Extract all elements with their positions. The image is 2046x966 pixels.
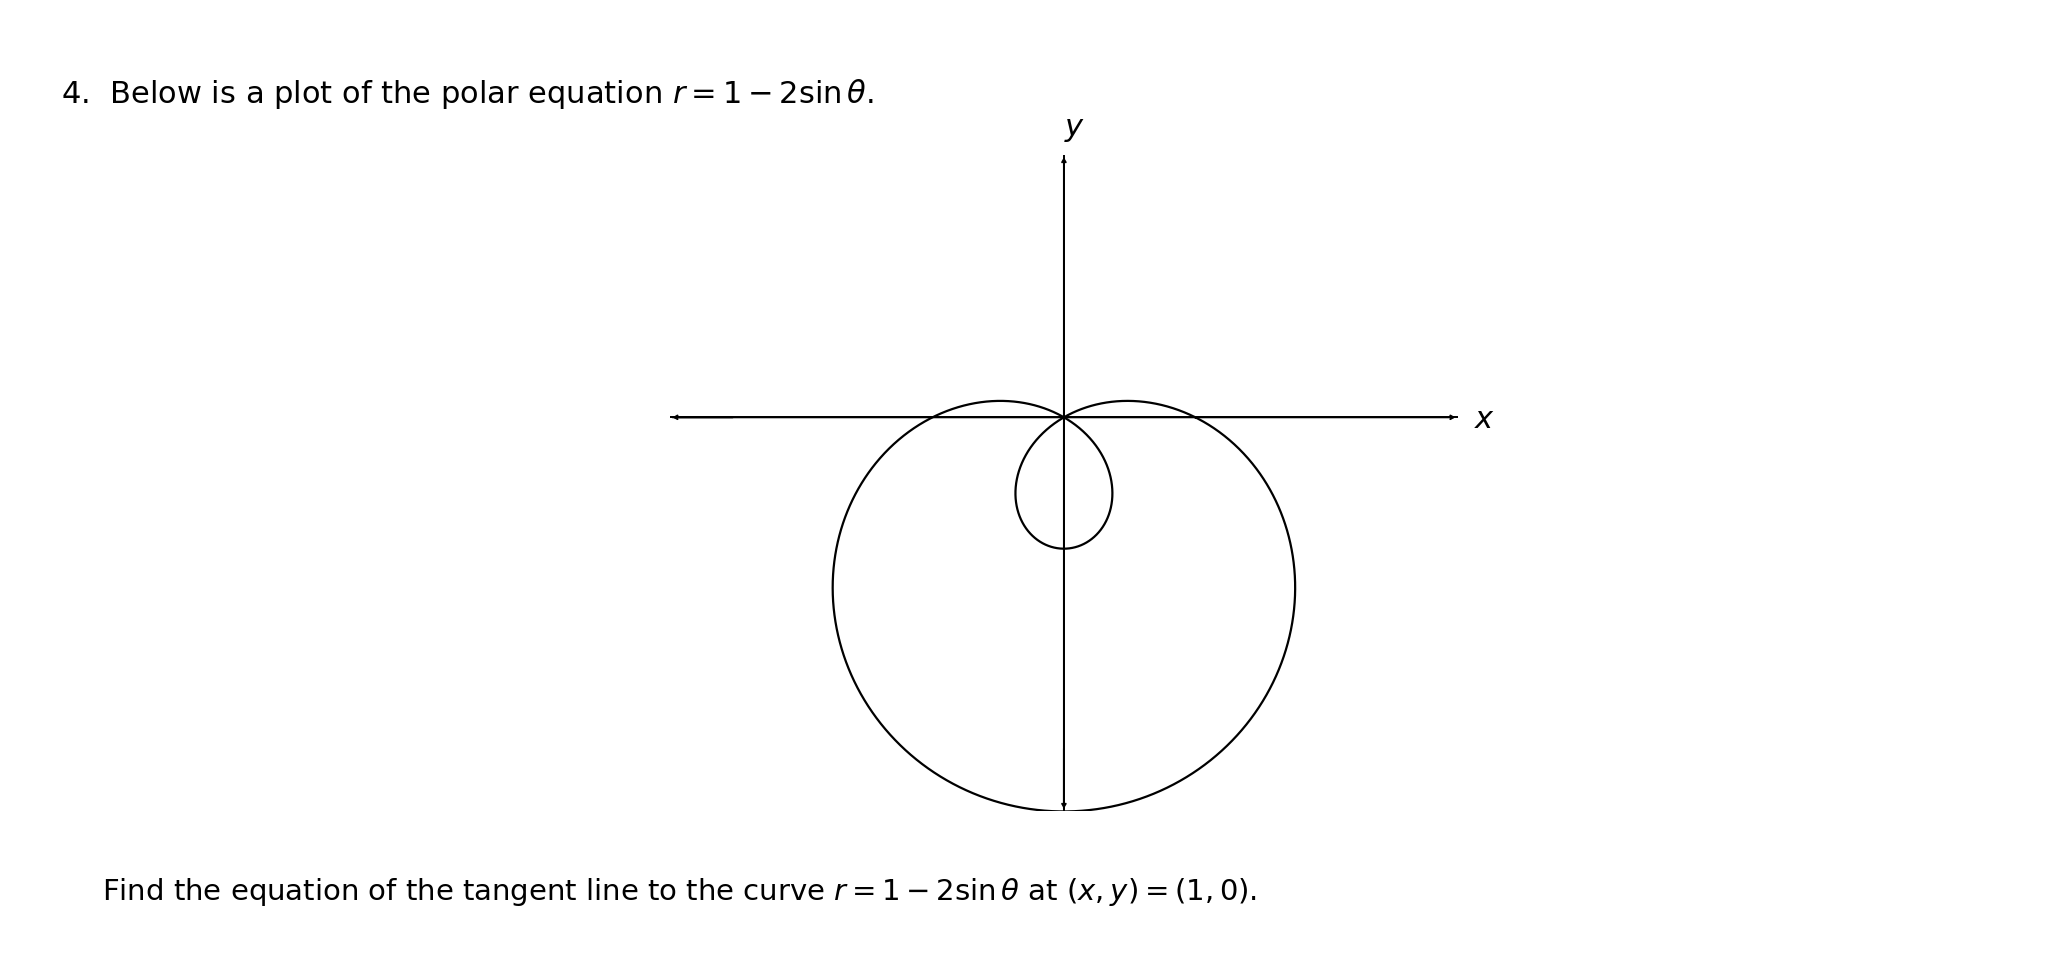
Text: $y$: $y$ [1064,115,1084,144]
Text: 4.  Below is a plot of the polar equation $r = 1 - 2\sin\theta$.: 4. Below is a plot of the polar equation… [61,77,874,111]
Text: $x$: $x$ [1473,406,1496,435]
Text: Find the equation of the tangent line to the curve $r = 1 - 2\sin\theta$ at $(x,: Find the equation of the tangent line to… [102,876,1258,908]
